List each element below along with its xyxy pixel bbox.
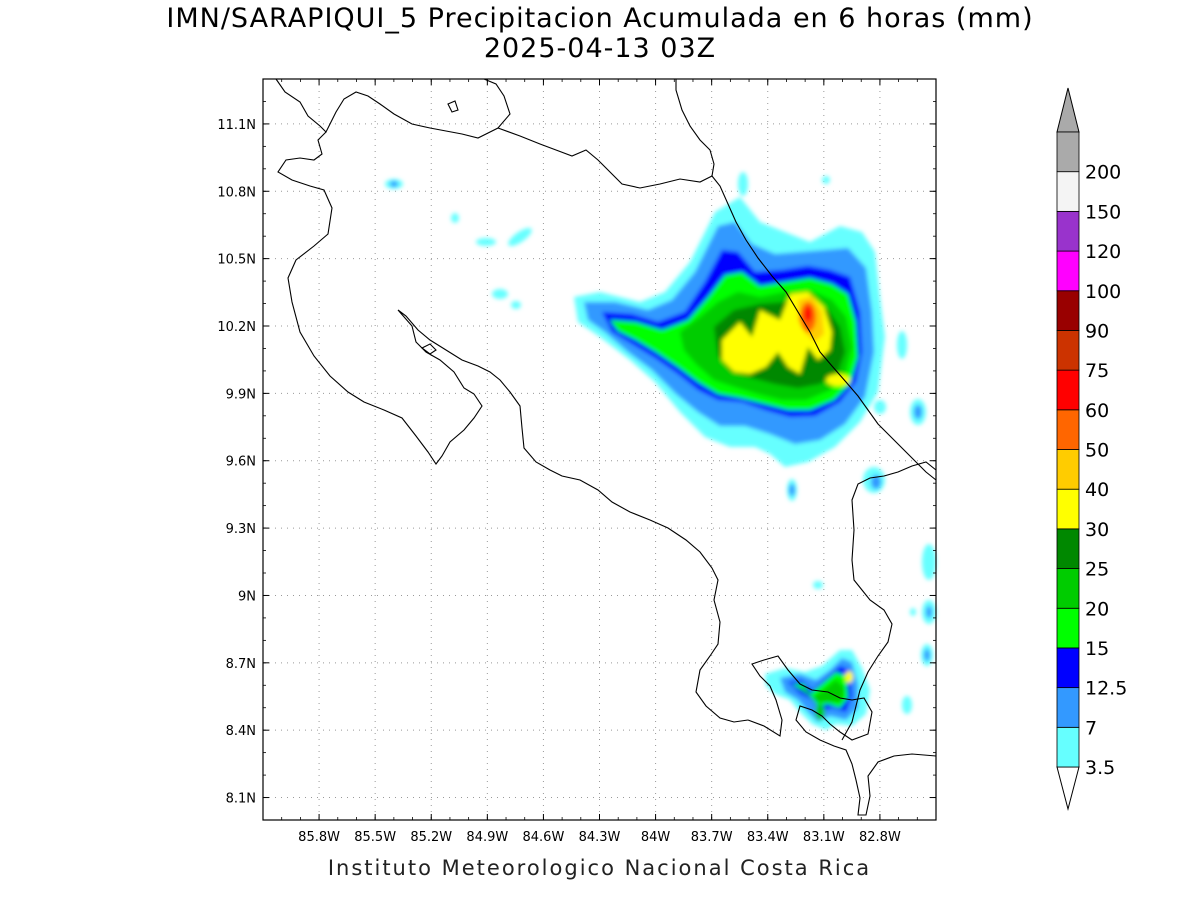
lon-tick-label: 85.5W (354, 830, 396, 845)
lon-tick-label: 82.8W (859, 830, 901, 845)
colorbar-label: 50 (1085, 440, 1109, 462)
precip-spot (922, 544, 936, 580)
colorbar-label: 200 (1085, 162, 1121, 184)
colorbar-label: 60 (1085, 400, 1109, 422)
colorbar-box (1056, 131, 1080, 173)
precip-contour-30 (845, 671, 853, 683)
map-title: IMN/SARAPIQUI_5 Precipitacion Acumulada … (166, 3, 1034, 34)
colorbar-box (1056, 607, 1080, 649)
colorbar-max-arrow (1056, 87, 1080, 133)
colorbar-label: 20 (1085, 598, 1109, 620)
precip-spot (871, 475, 881, 489)
precip-spot (926, 606, 932, 618)
colorbar-box (1056, 250, 1080, 292)
pacific-coast (277, 131, 749, 723)
lat-tick-label: 8.4N (226, 724, 256, 739)
colorbar-label: 40 (1085, 479, 1109, 501)
lat-tick-label: 9.3N (226, 522, 256, 537)
precip-spot (476, 238, 496, 246)
colorbar-label: 30 (1085, 519, 1109, 541)
colorbar-box (1056, 687, 1080, 728)
colorbar-box (1056, 290, 1080, 331)
precip-spot (511, 301, 521, 309)
colorbar-box (1056, 647, 1080, 689)
colorbar-label: 150 (1085, 201, 1121, 223)
precip-contour-30b (826, 374, 850, 386)
longitude-axis: 85.8W 85.5W 85.2W 84.9W 84.6W 84.3W 84W 83.7W 83… (281, 79, 918, 845)
precip-spot (508, 227, 532, 247)
colorbar-box (1056, 568, 1080, 609)
lat-tick-label: 10.2N (217, 320, 256, 335)
colorbar-min-arrow (1056, 766, 1080, 811)
precip-spot (822, 176, 830, 184)
lat-tick-label: 9.9N (226, 387, 256, 402)
lat-tick-label: 8.1N (226, 792, 256, 807)
colorbar-box (1056, 488, 1080, 530)
lon-tick-label: 83.1W (803, 830, 845, 845)
precip-spot (738, 172, 748, 196)
colorbar-label: 100 (1085, 281, 1121, 303)
precip-spot (902, 696, 912, 714)
precip-contour-60 (804, 306, 812, 322)
colorbar-label: 15 (1085, 638, 1109, 660)
colorbar-label: 90 (1085, 320, 1109, 342)
precip-contour-20 (796, 680, 844, 702)
precip-spot (874, 400, 886, 414)
nicaragua-coast (275, 78, 511, 139)
precipitation-fields (385, 172, 936, 730)
latitude-axis: 8.1N 8.4N 8.7N 9N 9.3N 9.6N 9.9N 10.2N 10.5N 10.8… (217, 101, 936, 807)
lon-tick-label: 83.7W (691, 830, 733, 845)
lon-tick-label: 85.2W (410, 830, 452, 845)
lon-tick-label: 85.8W (298, 830, 340, 845)
colorbar-box (1056, 528, 1080, 569)
caribbean-coast (711, 175, 937, 481)
colorbar-label: 75 (1085, 360, 1109, 382)
lat-tick-label: 11.1N (217, 118, 256, 133)
lon-tick-label: 84W (641, 830, 671, 845)
precip-spot (897, 331, 907, 359)
lake-nicaragua-shore (497, 79, 715, 189)
colorbar-box (1056, 409, 1080, 450)
colorbar: 3.5 7 12.5 15 20 25 30 40 50 60 75 90 100 120 150 200 (1056, 87, 1127, 811)
panama-border (841, 461, 937, 741)
footer-credit: Instituto Meteorologico Nacional Costa R… (327, 856, 872, 880)
lat-tick-label: 9.6N (226, 455, 256, 470)
lon-tick-label: 84.3W (579, 830, 621, 845)
colorbar-box (1056, 210, 1080, 252)
lon-tick-label: 84.6W (523, 830, 565, 845)
colorbar-box (1056, 171, 1080, 212)
colorbar-label: 7 (1085, 717, 1097, 739)
precip-spot (492, 289, 508, 299)
gulf-nicoya-islet (420, 343, 437, 355)
map-subtitle: 2025-04-13 03Z (483, 33, 717, 64)
lat-tick-label: 8.7N (226, 657, 256, 672)
colorbar-box (1056, 726, 1080, 768)
precip-spot (914, 405, 922, 419)
colorbar-label: 3.5 (1085, 757, 1115, 779)
osa-peninsula (747, 655, 937, 816)
lat-tick-label: 9N (238, 589, 256, 604)
colorbar-label: 12.5 (1085, 678, 1127, 700)
precip-spot (924, 649, 930, 661)
precip-spot (813, 581, 823, 589)
colorbar-box (1056, 330, 1080, 371)
plot-area: 85.8W 85.5W 85.2W 84.9W 84.6W 84.3W 84W 83.7W 83… (217, 78, 937, 845)
lat-tick-label: 10.8N (217, 185, 256, 200)
lat-tick-label: 10.5N (217, 253, 256, 268)
islet (447, 100, 459, 113)
precip-spot (789, 484, 795, 496)
colorbar-label: 25 (1085, 559, 1109, 581)
colorbar-label: 120 (1085, 241, 1121, 263)
coastlines-borders (275, 78, 937, 816)
precip-spot (451, 213, 459, 223)
lon-tick-label: 84.9W (466, 830, 508, 845)
precip-spot (910, 608, 916, 616)
precip-spot (390, 181, 398, 187)
colorbar-box (1056, 369, 1080, 411)
colorbar-box (1056, 449, 1080, 490)
lon-tick-label: 83.4W (747, 830, 789, 845)
